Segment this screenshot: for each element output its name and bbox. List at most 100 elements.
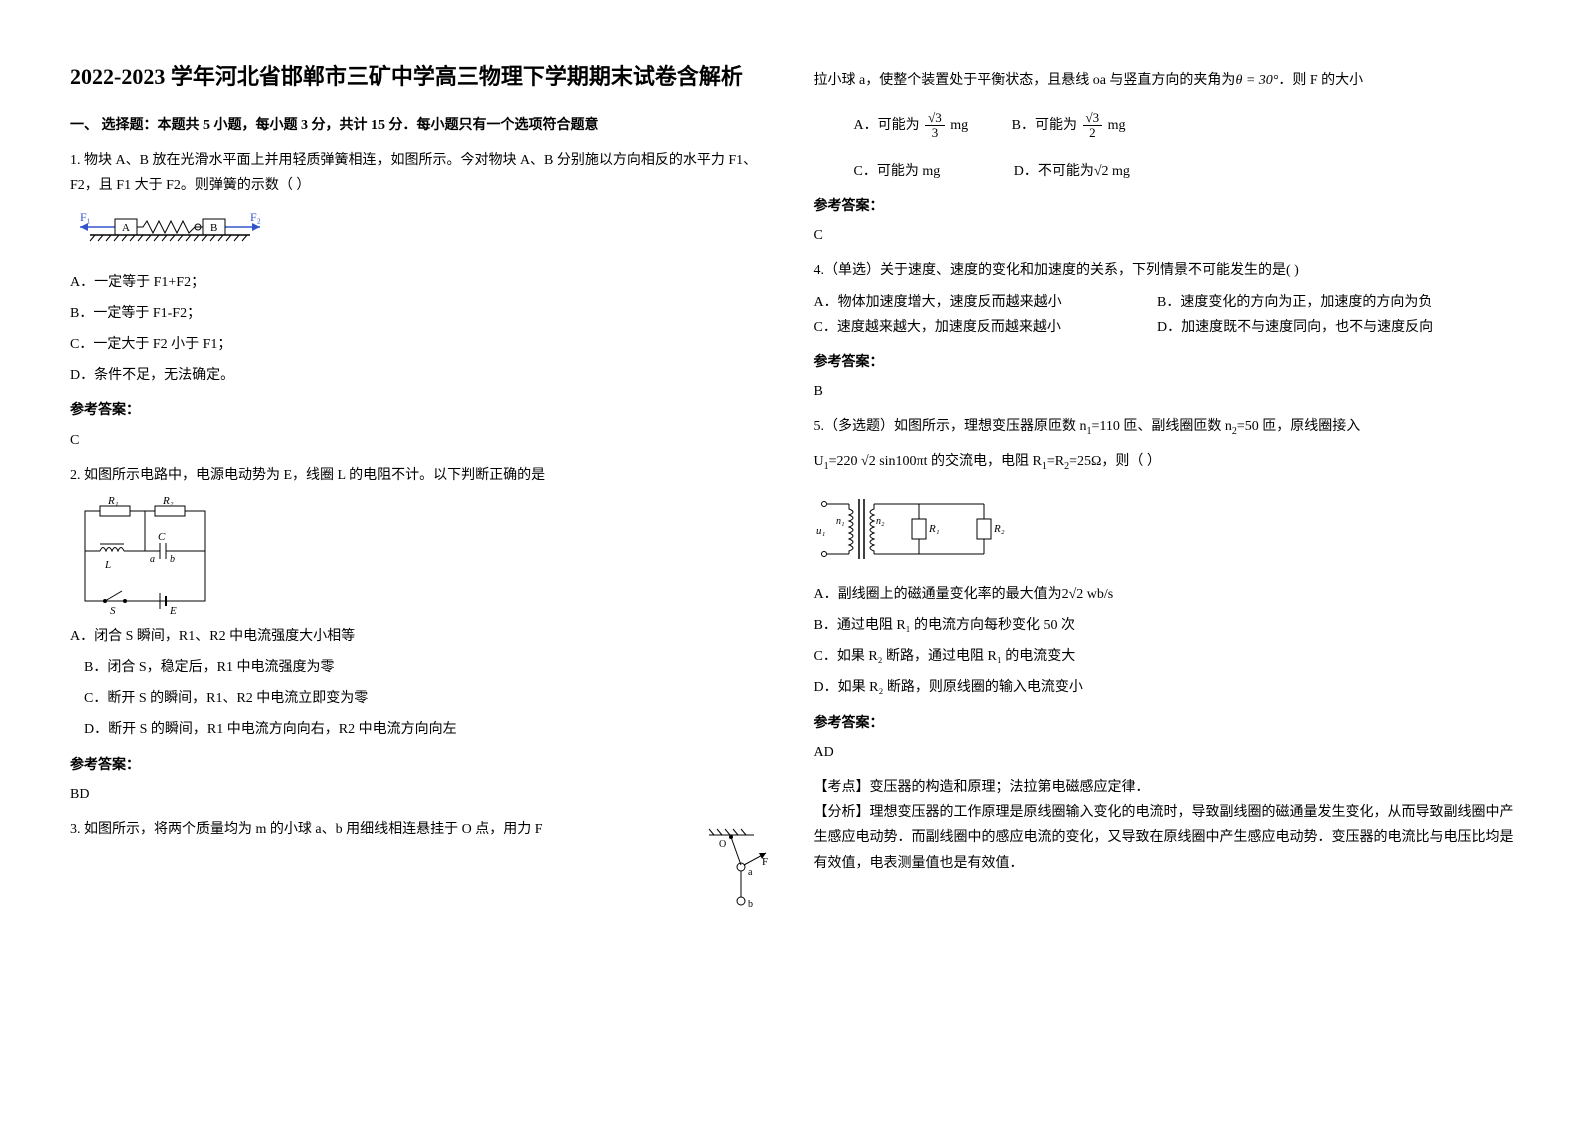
q5-ans-label: 参考答案： (814, 711, 1518, 736)
analysis-label: 【分析】 (814, 805, 870, 820)
left-column: 2022-2023 学年河北省邯郸市三矿中学高三物理下学期期末试卷含解析 一、 … (50, 60, 794, 1082)
block-a-label: A (122, 222, 130, 234)
q4-opt-a: A．物体加速度增大，速度反而越来越小 (814, 290, 1154, 315)
q1-ans-label: 参考答案： (70, 398, 774, 423)
q3-opt-b: B．可能为 √32 mg (1012, 111, 1126, 141)
q3-optb-pre: B．可能为 (1012, 118, 1077, 133)
block-b-label: B (210, 222, 217, 234)
q4-opt-c: C．速度越来越大，加速度反而越来越小 (814, 315, 1154, 340)
q3-opt-c: C．可能为 mg (854, 159, 941, 184)
q2-opt-c: C．断开 S 的瞬间，R1、R2 中电流立即变为零 (70, 686, 774, 711)
question-4: 4.（单选）关于速度、速度的变化和加速度的关系，下列情景不可能发生的是( ) A… (814, 258, 1518, 404)
f-label: F (762, 856, 768, 868)
q2-figure: R₁ R₂ L C a b (70, 496, 230, 616)
q3-text-end: ．则 F 的大小 (1278, 73, 1363, 88)
q1-opt-b: B．一定等于 F1-F2； (70, 301, 774, 326)
sqrt2-u: √2 (861, 454, 876, 469)
den3: 3 (925, 126, 945, 140)
q3-row1: A．可能为 √33 mg B．可能为 √32 mg (854, 111, 1518, 141)
question-3-start: O a F b 3. 如图所示，将两个质量均为 m 的小球 a、b 用细线相连悬… (70, 817, 774, 842)
q5-opt-a: A．副线圈上的磁通量变化率的最大值为2√2 wb/s (814, 582, 1518, 607)
q5-tc: =50 匝，原线圈接入 (1237, 419, 1360, 434)
sqrt2-d: √2 (1094, 164, 1109, 179)
a-ball-label: a (748, 867, 753, 878)
q5-opt-b: B．通过电阻 R₁ 的电流方向每秒变化 50 次 (814, 613, 1518, 638)
q3-opta-pre: A．可能为 (854, 118, 920, 133)
q3-opta-suf: mg (950, 118, 968, 133)
q5-exam-point: 【考点】变压器的构造和原理；法拉第电磁感应定律． (814, 775, 1518, 800)
question-2: 2. 如图所示电路中，电源电动势为 E，线圈 L 的电阻不计。以下判断正确的是 … (70, 463, 774, 807)
b-ball-label: b (748, 899, 753, 910)
analysis-text: 理想变压器的工作原理是原线圈输入变化的电流时，导致副线圈的磁通量发生变化，从而导… (814, 805, 1514, 870)
section-1-head: 一、 选择题：本题共 5 小题，每小题 3 分，共计 15 分．每小题只有一个选… (70, 113, 774, 138)
q5-td: U (814, 454, 824, 469)
q1-opt-d: D．条件不足，无法确定。 (70, 363, 774, 388)
q5-te: =220 (829, 454, 858, 469)
q2-opt-b: B．闭合 S，稳定后，R1 中电流强度为零 (70, 655, 774, 680)
q3-ans: C (814, 223, 1518, 248)
n1-label: n₁ (836, 516, 844, 527)
q4-opt-b: B．速度变化的方向为正，加速度的方向为负 (1157, 295, 1432, 310)
q5-line1: 5.（多选题）如图所示，理想变压器原匝数 n1=110 匝、副线圈匝数 n2=5… (814, 414, 1518, 441)
question-5: 5.（多选题）如图所示，理想变压器原匝数 n1=110 匝、副线圈匝数 n2=5… (814, 414, 1518, 875)
f1-label: F₁ (80, 210, 91, 224)
q3-opt-a: A．可能为 √33 mg (854, 111, 969, 141)
q3-text: 3. 如图所示，将两个质量均为 m 的小球 a、b 用细线相连悬挂于 O 点，用… (70, 822, 543, 837)
l-label: L (104, 559, 111, 571)
r2-label: R₂ (162, 496, 174, 507)
q3-optd-suf: mg (1109, 164, 1130, 179)
o-label: O (719, 839, 726, 850)
q4-ans: B (814, 379, 1518, 404)
q3-options: A．可能为 √33 mg B．可能为 √32 mg C．可能为 mg D．不可能… (854, 111, 1518, 184)
q2-text: 2. 如图所示电路中，电源电动势为 E，线圈 L 的电阻不计。以下判断正确的是 (70, 463, 774, 488)
q3-row2: C．可能为 mg D．不可能为√2 mg (854, 159, 1518, 184)
q1-opt-c: C．一定大于 F2 小于 F1； (70, 332, 774, 357)
q4-ans-label: 参考答案： (814, 350, 1518, 375)
u1-label: u₁ (816, 525, 826, 537)
q5-th: =25Ω，则（ ） (1069, 454, 1161, 469)
r1-label: R₁ (107, 496, 119, 507)
q3-opt-d: D．不可能为√2 mg (1014, 159, 1130, 184)
r1-label-5: R₁ (928, 523, 940, 535)
q3-optb-suf: mg (1108, 118, 1126, 133)
q5-analysis: 【分析】理想变压器的工作原理是原线圈输入变化的电流时，导致副线圈的磁通量发生变化… (814, 800, 1518, 876)
q3-optd-pre: D．不可能为 (1014, 164, 1094, 179)
sqrt3-num: √3 (925, 111, 945, 126)
q1-opt-a: A．一定等于 F1+F2； (70, 270, 774, 295)
q4-opt-d: D．加速度既不与速度同向，也不与速度反向 (1157, 320, 1433, 335)
n2-label: n₂ (876, 516, 885, 527)
q5-opt-d: D．如果 R₂ 断路，则原线圈的输入电流变小 (814, 675, 1518, 700)
q3-text-cont: 拉小球 a，使整个装置处于平衡状态，且悬线 oa 与竖直方向的夹角为 (814, 73, 1236, 88)
title: 2022-2023 学年河北省邯郸市三矿中学高三物理下学期期末试卷含解析 (70, 60, 774, 93)
q2-ans-label: 参考答案： (70, 753, 774, 778)
q5a-suf: wb/s (1083, 587, 1113, 602)
q2-ans: BD (70, 782, 774, 807)
q3-theta: θ = 30° (1235, 73, 1278, 88)
q1-options: A．一定等于 F1+F2； B．一定等于 F1-F2； C．一定大于 F2 小于… (70, 270, 774, 389)
q4-row1: A．物体加速度增大，速度反而越来越小 B．速度变化的方向为正，加速度的方向为负 (814, 290, 1518, 315)
right-column: 拉小球 a，使整个装置处于平衡状态，且悬线 oa 与竖直方向的夹角为θ = 30… (794, 60, 1538, 1082)
exam-point-text: 变压器的构造和原理；法拉第电磁感应定律． (870, 780, 1150, 795)
s-label: S (110, 605, 116, 616)
q5-options: A．副线圈上的磁通量变化率的最大值为2√2 wb/s B．通过电阻 R₁ 的电流… (814, 582, 1518, 701)
q1-text: 1. 物块 A、B 放在光滑水平面上并用轻质弹簧相连，如图所示。今对物块 A、B… (70, 148, 774, 198)
q5-opt-c: C．如果 R₂ 断路，通过电阻 R₁ 的电流变大 (814, 644, 1518, 669)
two-sqrt2: 2√2 (1062, 587, 1084, 602)
q5-ta: 5.（多选题）如图所示，理想变压器原匝数 n (814, 419, 1087, 434)
q1-figure: F₁ F₂ A B (70, 207, 270, 262)
q5-tf: sin100πt 的交流电，电阻 R (876, 454, 1042, 469)
sqrt3-num2: √3 (1083, 111, 1103, 126)
q2-opt-d: D．断开 S 的瞬间，R1 中电流方向向右，R2 中电流方向向左 (70, 717, 774, 742)
q4-row2: C．速度越来越大，加速度反而越来越小 D．加速度既不与速度同向，也不与速度反向 (814, 315, 1518, 340)
b-label: b (170, 554, 175, 565)
question-3-cont: 拉小球 a，使整个装置处于平衡状态，且悬线 oa 与竖直方向的夹角为θ = 30… (814, 68, 1518, 93)
q2-options: A．闭合 S 瞬间，R1、R2 中电流强度大小相等 B．闭合 S，稳定后，R1 … (70, 624, 774, 743)
q5-line2: U1=220 √2 sin100πt 的交流电，电阻 R1=R2=25Ω，则（ … (814, 449, 1518, 476)
q5-figure: u₁ n₁ n₂ R₁ (814, 484, 1014, 574)
q5-ans: AD (814, 740, 1518, 765)
f2-label: F₂ (250, 210, 261, 224)
page: 2022-2023 学年河北省邯郸市三矿中学高三物理下学期期末试卷含解析 一、 … (0, 0, 1587, 1122)
e-label: E (169, 605, 177, 616)
q5-tg: =R (1047, 454, 1064, 469)
r2-label-5: R₂ (993, 523, 1005, 535)
